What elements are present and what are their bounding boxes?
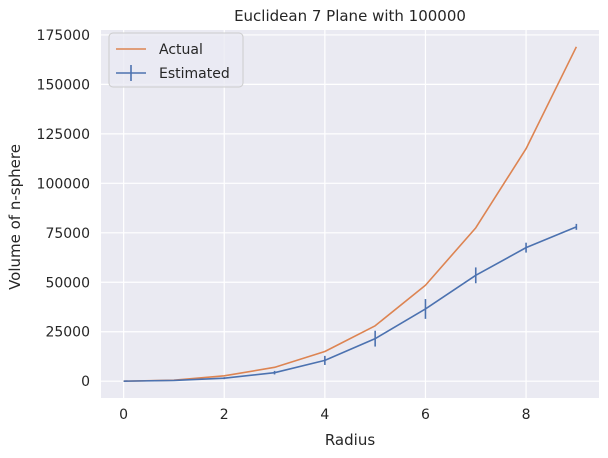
plot-area: 0 2 4 6 8 0 25000 50000 75000 100000 125000 150000 1…: [37, 28, 599, 423]
y-tick-label: 25000: [45, 325, 90, 341]
series-line-estimated: [123, 226, 577, 382]
x-tick-label: 4: [320, 407, 329, 423]
x-tick-label: 2: [220, 407, 229, 423]
y-axis-title: Volume of n-sphere: [6, 144, 24, 290]
y-tick-label: 100000: [37, 176, 90, 192]
x-tick-label: 6: [421, 407, 430, 423]
legend-label-estimated: Estimated: [159, 66, 230, 82]
y-tick-label: 75000: [45, 226, 90, 242]
x-axis-title: Radius: [325, 431, 375, 449]
legend-label-actual: Actual: [159, 42, 203, 58]
y-tick-label: 125000: [37, 127, 90, 143]
plot-background: [101, 30, 599, 398]
y-tick-label: 150000: [37, 77, 90, 93]
y-tick-label: 0: [81, 374, 90, 390]
series-line-actual: [123, 46, 578, 382]
x-tick-label: 0: [119, 407, 128, 423]
legend: Actual Estimated: [108, 32, 244, 88]
x-tick-label: 8: [522, 407, 531, 423]
y-tick-label: 50000: [45, 275, 90, 291]
y-tick-label: 175000: [37, 28, 90, 44]
chart-title: Euclidean 7 Plane with 100000: [234, 7, 466, 25]
